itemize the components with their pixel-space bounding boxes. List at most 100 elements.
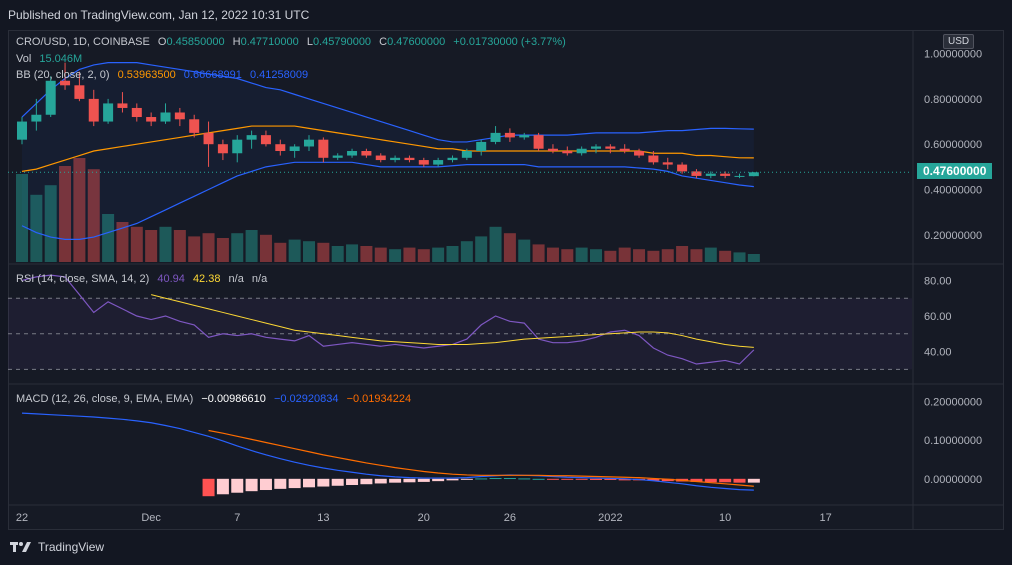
volume-bar	[403, 247, 416, 262]
volume-bar	[216, 238, 229, 262]
candle-body	[720, 173, 731, 176]
volume-bar	[288, 239, 301, 262]
volume-bar	[87, 169, 100, 262]
macd-histogram-bar	[475, 478, 488, 480]
volume-bar	[432, 247, 445, 262]
macd-line-value: −0.02920834	[273, 393, 339, 405]
volume-bar	[245, 230, 258, 262]
candle-body	[691, 171, 702, 176]
macd-histogram-bar	[532, 478, 545, 480]
time-tick-label: 26	[504, 512, 516, 524]
bb-upper-value: 0.66668991	[183, 69, 242, 81]
macd-tick-label: 0.00000000	[924, 474, 982, 486]
volume-bar	[274, 242, 287, 262]
price-tick-label: 0.80000000	[924, 94, 982, 106]
volume-bar	[604, 250, 617, 262]
candle-body	[246, 135, 257, 140]
candle-body	[576, 148, 587, 154]
time-tick-label: 13	[317, 512, 329, 524]
candle-body	[174, 112, 185, 120]
rsi-legend: RSI (14, close, SMA, 14, 2) 40.94 42.38 …	[16, 273, 272, 285]
macd-signal-line	[208, 429, 754, 487]
candle-body	[347, 151, 358, 156]
macd-histogram-bar	[403, 478, 416, 483]
rsi-label[interactable]: RSI (14, close, SMA, 14, 2)	[16, 273, 150, 285]
candle-body	[533, 135, 544, 149]
macd-histogram-bar	[346, 478, 359, 485]
volume-bar	[374, 247, 387, 262]
candle-body	[361, 151, 372, 156]
rsi-tick-label: 40.00	[924, 347, 952, 359]
time-tick-label: Dec	[141, 512, 161, 524]
price-tick-label: 0.20000000	[924, 230, 982, 242]
volume-bar	[116, 222, 129, 262]
macd-histogram-bar	[389, 478, 402, 483]
candle-body	[504, 132, 515, 138]
chart-frame[interactable]	[8, 30, 1004, 530]
volume-bar	[633, 249, 646, 262]
bb-legend: BB (20, close, 2, 0) 0.53963500 0.666689…	[16, 69, 313, 81]
price-tick-label: 1.00000000	[924, 49, 982, 61]
macd-histogram-bar	[231, 478, 244, 493]
time-tick-label: 10	[719, 512, 731, 524]
footer-brand[interactable]: TradingView	[10, 540, 104, 554]
candle-body	[160, 112, 171, 122]
volume-bar	[475, 236, 488, 262]
volume-bar	[130, 226, 143, 262]
volume-bar	[346, 244, 359, 262]
volume-bar	[546, 247, 559, 262]
macd-histogram-bar	[259, 478, 272, 491]
volume-bar	[532, 244, 545, 262]
macd-histogram-bar	[575, 478, 588, 480]
bb-label[interactable]: BB (20, close, 2, 0)	[16, 69, 110, 81]
candle-body	[375, 155, 386, 161]
macd-label[interactable]: MACD (12, 26, close, 9, EMA, EMA)	[16, 393, 194, 405]
macd-histogram-bar	[331, 478, 344, 486]
time-tick-label: 2022	[598, 512, 622, 524]
volume-bar	[389, 249, 402, 262]
macd-histogram-bar	[661, 478, 674, 482]
macd-histogram-bar	[460, 478, 473, 480]
bb-upper-line	[21, 62, 754, 143]
candle-body	[117, 103, 128, 108]
tradingview-logo-icon	[10, 542, 31, 552]
candle-body	[705, 173, 716, 176]
candle-body	[232, 139, 243, 154]
candle-body	[734, 175, 745, 177]
bb-lower-value: 0.41258009	[249, 69, 309, 81]
macd-histogram-bar	[274, 478, 287, 489]
candle-body	[404, 157, 415, 161]
candle-body	[131, 107, 142, 118]
volume-bar	[360, 246, 373, 262]
bb-basis-value: 0.53963500	[117, 69, 176, 81]
symbol-label[interactable]: CRO/USD, 1D, COINBASE	[16, 36, 150, 48]
candle-body	[433, 160, 444, 165]
candle-body	[332, 155, 343, 158]
price-tick-label: 0.60000000	[924, 139, 982, 151]
candle-body	[88, 98, 99, 122]
candle-body	[60, 80, 71, 86]
volume-label[interactable]: Vol	[16, 53, 32, 65]
published-label: Published on TradingView.com, Jan 12, 20…	[8, 8, 310, 22]
currency-button[interactable]: USD	[943, 34, 975, 49]
macd-histogram-bar	[618, 478, 631, 481]
macd-histogram-bar	[503, 478, 516, 480]
macd-histogram-bar	[546, 478, 559, 480]
close-value: 0.47600000	[387, 36, 446, 48]
volume-bar	[102, 214, 115, 262]
bb-lower-line	[21, 161, 754, 240]
macd-tick-label: 0.20000000	[924, 397, 982, 409]
volume-legend: Vol 15.046M	[16, 53, 87, 65]
rsi-ma-line	[151, 294, 754, 348]
low-value: 0.45790000	[312, 36, 372, 48]
candle-body	[45, 80, 56, 115]
volume-bar	[44, 185, 57, 262]
open-value: 0.45850000	[166, 36, 225, 48]
macd-histogram-bar	[245, 478, 258, 492]
change-value: +0.01730000 (+3.77%)	[453, 36, 566, 48]
candle-body	[461, 151, 472, 158]
candle-body	[662, 162, 673, 165]
volume-bar	[417, 249, 430, 262]
volume-bar	[159, 226, 172, 262]
